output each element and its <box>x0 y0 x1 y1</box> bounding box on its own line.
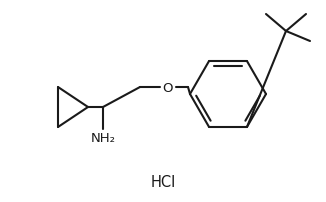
Text: NH₂: NH₂ <box>91 131 115 144</box>
Text: O: O <box>163 81 173 94</box>
Text: HCl: HCl <box>150 175 176 189</box>
